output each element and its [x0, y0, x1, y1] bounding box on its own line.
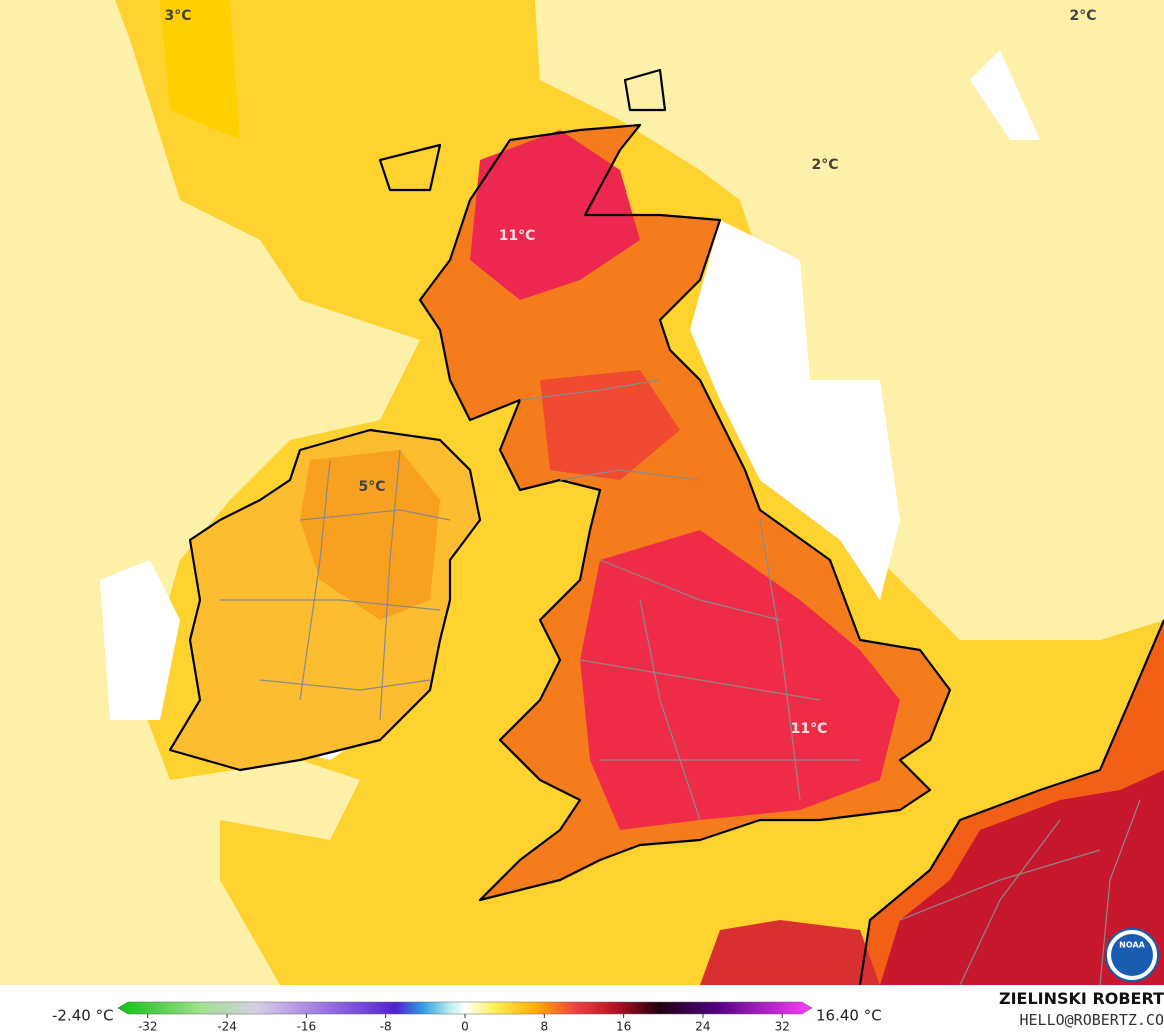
map-area: 3°C 2°C 2°C 11°C 5°C 11°C NOAA	[0, 0, 1164, 985]
border	[519, 379, 860, 821]
hot-region	[540, 370, 680, 480]
cold-region	[100, 560, 180, 720]
cold-region	[690, 220, 900, 600]
ireland-warm	[300, 450, 440, 620]
hot-region	[470, 130, 640, 300]
logo-disc	[1111, 934, 1153, 976]
logo-text: NOAA	[1119, 941, 1145, 950]
colorbar-ticks: -32 -24 -16 -8 0 8 16 24 32	[138, 1014, 790, 1034]
colorbar-tick-label: 0	[461, 1020, 469, 1034]
credit-name: ZIELINSKI ROBERT	[999, 989, 1164, 1008]
coastline	[858, 619, 1164, 985]
cool-region	[535, 0, 1164, 640]
border	[220, 449, 451, 721]
credit-email: HELLO@ROBERTZ.CO	[1020, 1011, 1164, 1029]
colorbar	[117, 1001, 813, 1015]
colorbar-min: -2.40 °C	[52, 1007, 114, 1025]
temp-label: 2°C	[811, 157, 838, 173]
hot-region	[700, 920, 880, 985]
colorbar-tick-label: -16	[297, 1020, 317, 1034]
colorbar-tick-label: 24	[695, 1020, 710, 1034]
colorbar-tick-label: 8	[540, 1020, 548, 1034]
colorbar-max: 16.40 °C	[816, 1007, 882, 1025]
colorbar-tick-label: 16	[616, 1020, 631, 1034]
colorbar-tick-label: 32	[775, 1020, 790, 1034]
colorbar-tick-label: -8	[380, 1020, 392, 1034]
warm-region	[160, 0, 240, 140]
hot-region	[880, 770, 1164, 985]
temp-label: 2°C	[1069, 8, 1096, 24]
temp-label: 5°C	[358, 479, 385, 495]
coastline	[418, 123, 952, 902]
colorbar-tick-label: -24	[217, 1020, 237, 1034]
coastline	[623, 68, 667, 112]
hot-region	[580, 530, 900, 830]
cold-region	[970, 50, 1040, 140]
temp-label: 3°C	[164, 8, 191, 24]
coastline	[168, 428, 482, 772]
logo: NOAA	[1105, 928, 1159, 982]
coastline	[378, 143, 442, 192]
temp-label: 11°C	[791, 721, 828, 737]
colorbar-tick-label: -32	[138, 1020, 158, 1034]
temp-label: 11°C	[499, 228, 536, 244]
border	[899, 799, 1141, 985]
